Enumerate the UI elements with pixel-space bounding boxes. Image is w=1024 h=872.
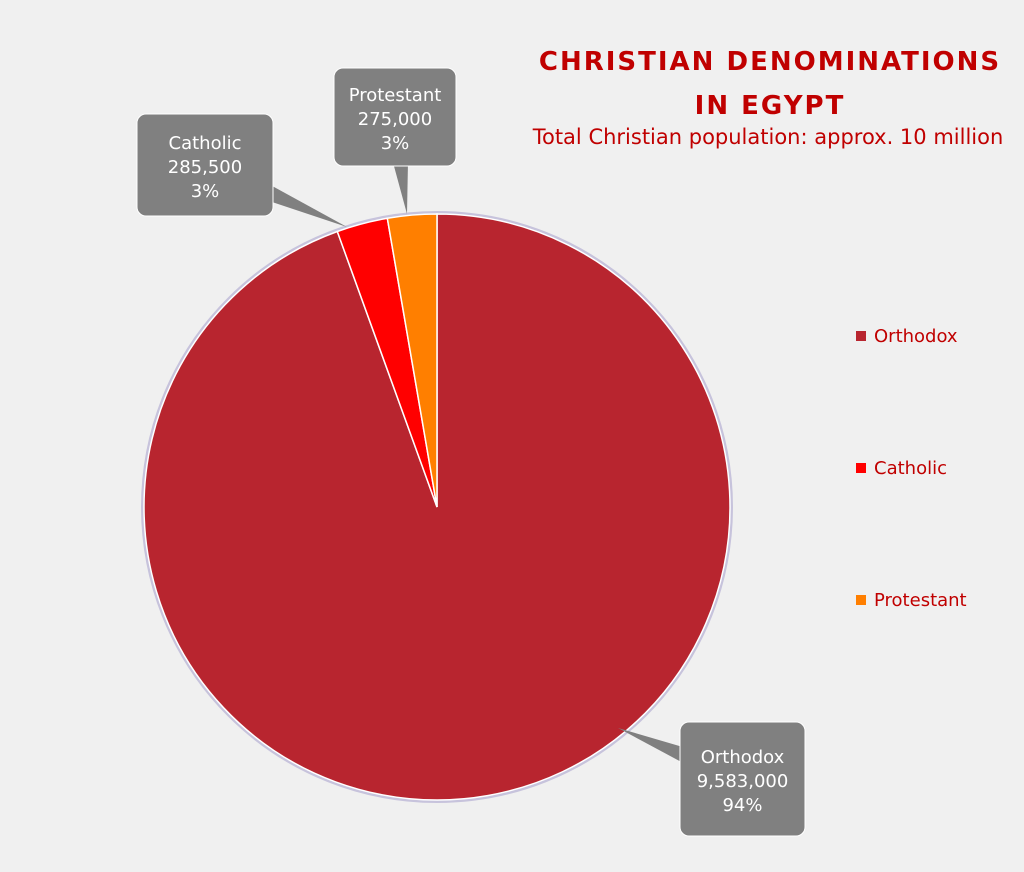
callout-percent-protestant: 3% xyxy=(381,133,410,154)
legend-swatch-protestant xyxy=(856,595,866,605)
legend-label-protestant: Protestant xyxy=(874,589,967,611)
pie-slice-orthodox xyxy=(143,213,731,801)
chart-title-line-1: CHRISTIAN DENOMINATIONS xyxy=(538,47,1002,77)
callout-catholic: Catholic 285,500 3% xyxy=(136,113,347,227)
callout-percent-orthodox: 94% xyxy=(722,795,762,816)
pie-slice-protestant xyxy=(386,213,438,508)
callout-percent-catholic: 3% xyxy=(191,181,220,202)
callout-box-protestant xyxy=(333,67,457,167)
legend-swatch-orthodox xyxy=(856,331,866,341)
legend-label-orthodox: Orthodox xyxy=(874,325,958,347)
chart-title-line-2: IN EGYPT xyxy=(694,91,846,121)
legend-item-orthodox: Orthodox xyxy=(856,320,967,352)
callout-value-orthodox: 9,583,000 xyxy=(697,771,789,792)
callout-box-catholic xyxy=(136,113,274,217)
legend: Orthodox Catholic Protestant xyxy=(856,320,967,716)
legend-swatch-catholic xyxy=(856,463,866,473)
callout-value-catholic: 285,500 xyxy=(168,157,242,178)
callout-label-orthodox: Orthodox xyxy=(701,747,785,768)
legend-label-catholic: Catholic xyxy=(874,457,947,479)
callout-protestant: Protestant 275,000 3% xyxy=(333,67,457,214)
pie-outline xyxy=(141,211,733,803)
callout-box-orthodox xyxy=(679,721,806,837)
callout-label-catholic: Catholic xyxy=(169,133,242,154)
callout-value-protestant: 275,000 xyxy=(358,109,432,130)
legend-item-catholic: Catholic xyxy=(856,452,967,484)
callout-orthodox: Orthodox 9,583,000 94% xyxy=(618,721,806,837)
chart-subtitle: Total Christian population: approx. 10 m… xyxy=(532,125,1004,149)
callout-label-protestant: Protestant xyxy=(349,85,442,106)
chart-title: CHRISTIAN DENOMINATIONS IN EGYPT xyxy=(520,40,1020,128)
legend-item-protestant: Protestant xyxy=(856,584,967,616)
